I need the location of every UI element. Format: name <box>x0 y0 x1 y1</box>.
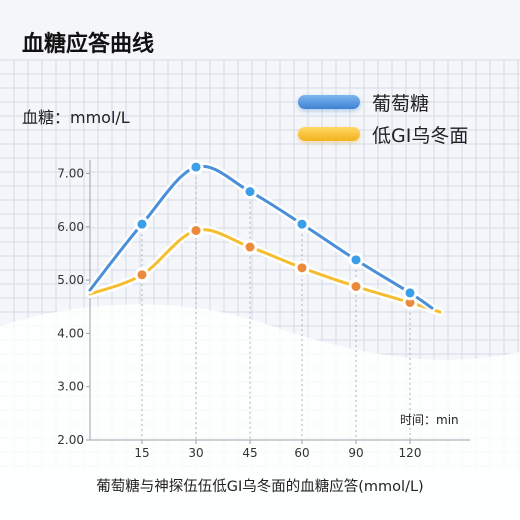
x-tick-label: 60 <box>294 446 309 460</box>
legend: 葡萄糖 低GI乌冬面 <box>298 86 468 150</box>
legend-label-glucose: 葡萄糖 <box>372 92 430 115</box>
data-point-glucose <box>191 162 201 172</box>
data-point-udon <box>191 226 201 236</box>
data-point-udon <box>137 270 147 280</box>
legend-item-udon: 低GI乌冬面 <box>298 118 468 150</box>
x-axis-label: 时间：min <box>400 413 459 427</box>
legend-item-glucose: 葡萄糖 <box>298 86 468 118</box>
series-line-glucose <box>88 164 434 310</box>
data-point-udon <box>297 263 307 273</box>
data-point-udon <box>351 281 361 291</box>
y-tick-label: 2.00 <box>57 433 84 447</box>
y-tick-label: 4.00 <box>57 326 84 340</box>
legend-label-udon: 低GI乌冬面 <box>372 124 469 147</box>
chart-title: 血糖应答曲线 <box>22 32 155 57</box>
data-point-udon <box>405 297 415 307</box>
legend-swatch-glucose <box>298 95 360 109</box>
y-tick-label: 3.00 <box>57 380 84 394</box>
x-tick-label: 120 <box>399 446 422 460</box>
x-tick-label: 30 <box>188 446 203 460</box>
y-tick-label: 5.00 <box>57 273 84 287</box>
chart-caption: 葡萄糖与神探伍伍低GI乌冬面的血糖应答(mmol/L) <box>96 479 424 495</box>
legend-swatch-udon <box>298 127 360 141</box>
x-tick-label: 15 <box>134 446 149 460</box>
data-point-glucose <box>351 255 361 265</box>
data-point-glucose <box>405 288 415 298</box>
x-tick-label: 90 <box>348 446 363 460</box>
x-tick-label: 45 <box>242 446 257 460</box>
y-axis-label: 血糖：mmol/L <box>22 108 130 127</box>
data-point-glucose <box>297 219 307 229</box>
data-point-glucose <box>245 187 255 197</box>
data-point-udon <box>245 242 255 252</box>
y-tick-label: 7.00 <box>57 167 84 181</box>
y-tick-label: 6.00 <box>57 220 84 234</box>
data-point-glucose <box>137 219 147 229</box>
series-line-halo-glucose <box>86 162 436 312</box>
background-wave <box>0 304 520 520</box>
